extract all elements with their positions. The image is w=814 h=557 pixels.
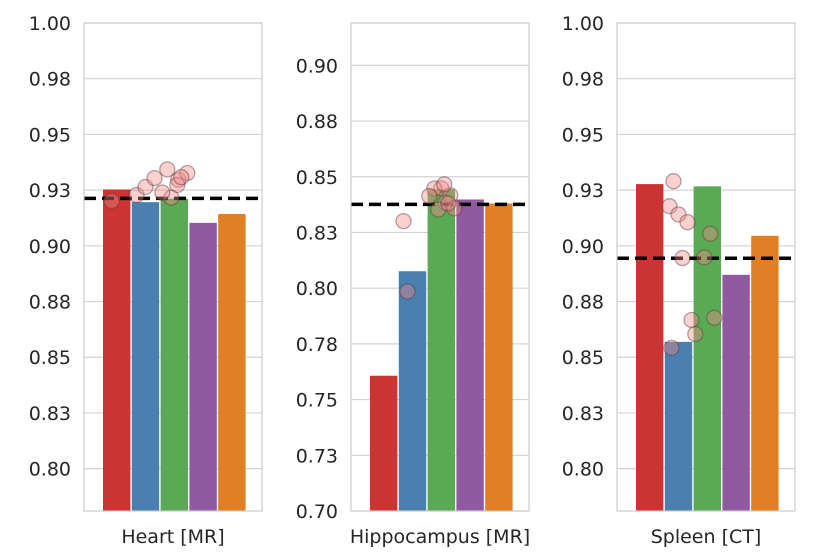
data-point: [103, 192, 120, 210]
data-point: [706, 309, 723, 326]
bar: [218, 213, 246, 511]
bar: [693, 186, 721, 512]
y-tick-labels: 0.80 0.83 0.85 0.88 0.90 0.93 0.95 0.98 1.00: [562, 13, 604, 481]
y-tick-label: 0.88: [296, 111, 338, 133]
data-point: [146, 169, 163, 187]
y-tick-label: 0.85: [29, 347, 71, 369]
point-group: [395, 176, 463, 300]
y-tick-label: 0.83: [296, 222, 338, 244]
data-point: [665, 173, 682, 190]
bar: [189, 222, 217, 511]
data-point: [179, 164, 196, 182]
plot-frame: [350, 22, 530, 512]
data-point: [128, 186, 145, 204]
y-tick-label: 0.85: [562, 347, 604, 369]
y-tick-label: 1.00: [562, 13, 604, 35]
y-tick-label: 0.78: [296, 334, 338, 356]
y-tick-label: 0.95: [562, 124, 604, 146]
y-tick-label: 0.98: [29, 69, 71, 91]
x-axis-label: Heart [MR]: [121, 526, 224, 548]
y-tick-label: 0.88: [29, 292, 71, 314]
x-axis-label: Hippocampus [MR]: [350, 526, 530, 548]
y-tick-label: 0.83: [562, 403, 604, 425]
data-point: [169, 176, 186, 194]
y-tick-label: 0.83: [29, 403, 71, 425]
data-point: [154, 184, 171, 201]
point-group: [103, 161, 196, 210]
y-tick-label: 0.70: [296, 501, 338, 523]
bar-group: [103, 189, 246, 512]
x-axis-label: Spleen [CT]: [651, 526, 762, 548]
bar: [664, 341, 693, 511]
data-point: [440, 195, 457, 212]
bar: [370, 375, 398, 511]
bar: [103, 189, 131, 512]
y-tick-label: 0.80: [296, 278, 338, 300]
y-tick-label: 0.90: [29, 236, 71, 258]
data-point: [661, 198, 678, 215]
data-point: [421, 187, 438, 205]
y-tick-label: 0.80: [29, 459, 71, 481]
data-point: [683, 311, 700, 329]
y-tick-label: 0.73: [296, 445, 338, 467]
data-point: [696, 249, 713, 266]
bar: [485, 203, 513, 511]
y-tick-labels: 0.70 0.73 0.75 0.78 0.80 0.83 0.85 0.88 0.90: [296, 55, 338, 523]
point-group: [661, 173, 723, 357]
y-tick-labels: 0.80 0.83 0.85 0.88 0.90 0.93 0.95 0.98 1.00: [29, 13, 71, 481]
data-point: [702, 225, 719, 242]
data-point: [426, 180, 443, 197]
data-point: [430, 201, 447, 218]
bar: [722, 274, 750, 511]
data-point: [159, 161, 176, 178]
y-tick-label: 0.88: [562, 292, 604, 314]
y-tick-label: 0.75: [296, 390, 338, 412]
bar: [131, 202, 160, 511]
data-point: [433, 180, 450, 197]
data-point: [163, 189, 180, 206]
y-tick-label: 0.90: [562, 236, 604, 258]
bar: [456, 199, 484, 512]
panel-hippocampus: 0.70 0.73 0.75 0.78 0.80 0.83 0.85 0.88 0.90 Hip…: [296, 22, 530, 548]
y-tick-label: 0.85: [296, 167, 338, 189]
y-tick-label: 0.90: [296, 55, 338, 77]
data-point: [170, 171, 187, 189]
data-point: [674, 249, 691, 267]
bar-group: [636, 184, 779, 512]
data-point: [446, 200, 463, 217]
bar: [398, 271, 427, 511]
plot-frame: [83, 22, 263, 512]
data-point: [399, 283, 416, 300]
panel-heart: 0.80 0.83 0.85 0.88 0.90 0.93 0.95 0.98 1.00 Hea…: [29, 13, 263, 548]
data-point: [395, 212, 412, 230]
plot-frame: [616, 22, 796, 512]
y-tick-label: 0.80: [562, 459, 604, 481]
panel-spleen: 0.80 0.83 0.85 0.88 0.90 0.93 0.95 0.98 1.00 Spl…: [562, 13, 796, 548]
y-tick-label: 0.93: [562, 180, 604, 202]
data-point: [670, 206, 687, 223]
y-tick-label: 0.95: [29, 124, 71, 146]
bar: [427, 189, 455, 511]
bar: [160, 198, 188, 511]
data-point: [137, 178, 154, 196]
data-point: [442, 187, 459, 204]
data-point: [663, 339, 680, 357]
bar: [636, 184, 664, 511]
y-tick-label: 1.00: [29, 13, 71, 35]
bar: [751, 235, 779, 511]
data-point: [173, 169, 190, 186]
y-tick-label: 0.98: [562, 69, 604, 91]
bar-group: [370, 189, 513, 512]
data-point: [436, 176, 453, 193]
data-point: [437, 194, 454, 211]
data-point: [679, 214, 696, 231]
y-tick-label: 0.93: [29, 180, 71, 202]
data-point: [687, 325, 704, 343]
